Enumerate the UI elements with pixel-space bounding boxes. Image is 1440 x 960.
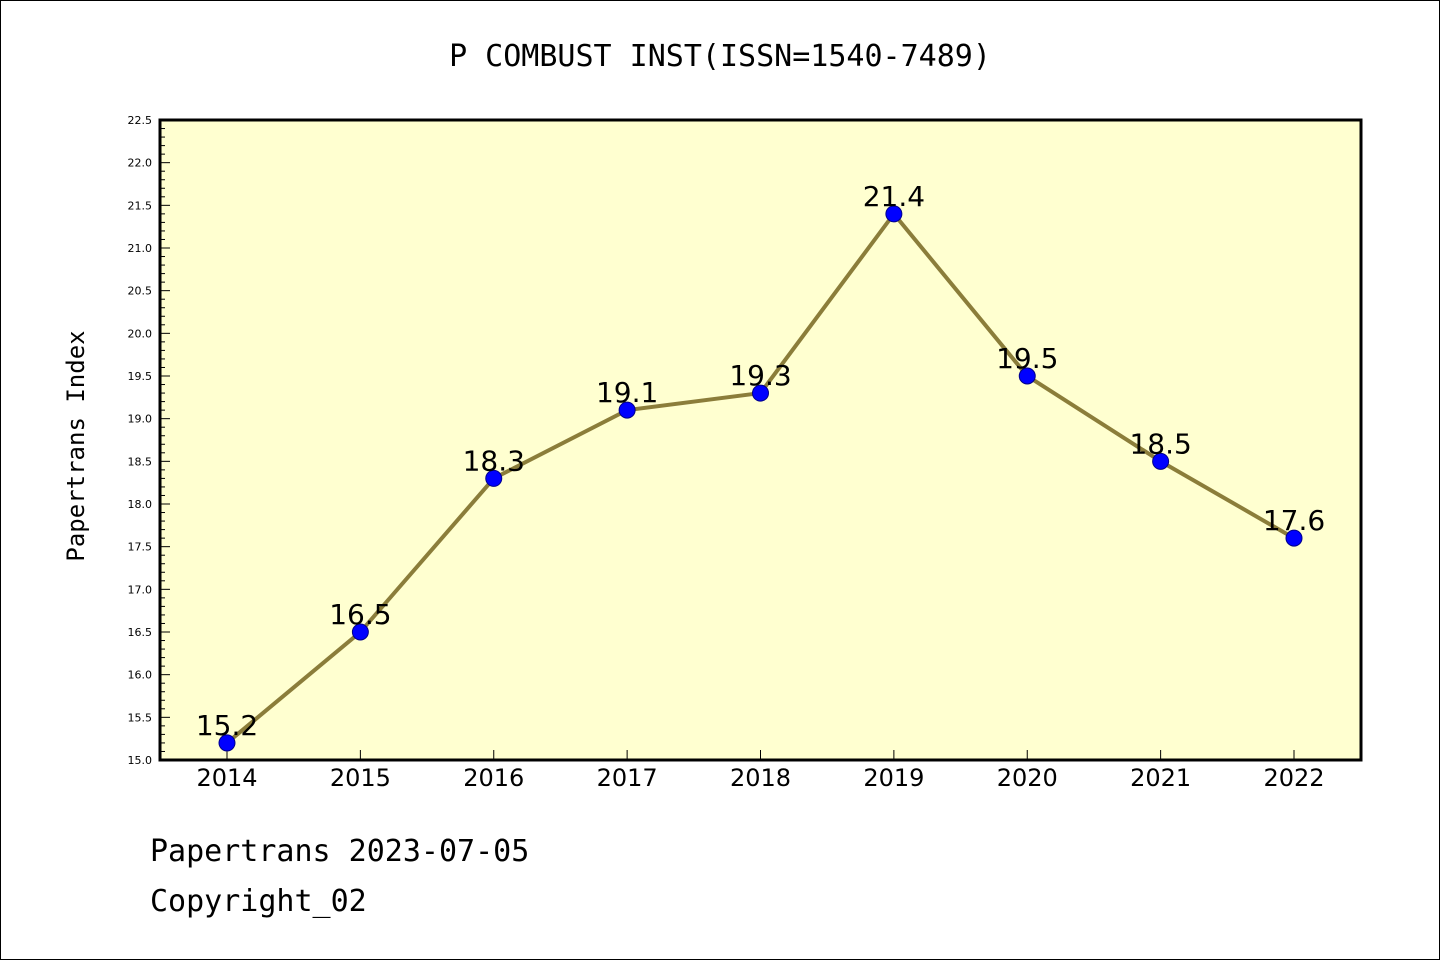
data-point — [1018, 367, 1036, 385]
data-point — [1285, 529, 1303, 547]
data-point — [618, 401, 636, 419]
y-tick-label: 20.5 — [128, 285, 153, 298]
y-axis-label: Papertrans Index — [62, 330, 90, 561]
y-tick-label: 19.5 — [128, 370, 153, 383]
data-label: 19.1 — [596, 376, 658, 409]
data-point — [218, 734, 236, 752]
x-tick-label: 2021 — [1130, 764, 1191, 792]
y-tick-label: 21.5 — [128, 199, 153, 212]
x-tick-label: 2020 — [997, 764, 1058, 792]
x-tick-label: 2019 — [863, 764, 924, 792]
footer-copyright: Copyright_02 — [150, 884, 367, 919]
y-tick-label: 18.5 — [128, 455, 153, 468]
plot-area — [158, 118, 1363, 762]
x-tick-label: 2015 — [330, 764, 391, 792]
data-label: 17.6 — [1263, 504, 1325, 537]
data-point — [351, 623, 369, 641]
data-point — [485, 469, 503, 487]
data-labels: 15.2 16.5 18.3 19.1 19.3 21.4 19.5 18.5 17.6 — [196, 180, 1325, 742]
data-markers — [218, 205, 1303, 752]
data-label: 16.5 — [329, 598, 391, 631]
x-tick-label: 2022 — [1263, 764, 1324, 792]
data-label: 15.2 — [196, 709, 258, 742]
y-tick-label: 19.0 — [128, 413, 153, 426]
x-tick-label: 2014 — [196, 764, 257, 792]
y-tick-label: 17.5 — [128, 541, 153, 554]
y-tick-label: 22.5 — [128, 114, 153, 127]
y-tick-label: 16.0 — [128, 669, 153, 682]
footer-date: Papertrans 2023-07-05 — [150, 834, 530, 869]
data-label: 19.5 — [996, 342, 1058, 375]
data-point — [1152, 452, 1170, 470]
data-point — [885, 205, 903, 223]
data-label: 18.5 — [1129, 427, 1191, 460]
y-tick-label: 18.0 — [128, 498, 153, 511]
x-tick-label: 2018 — [730, 764, 791, 792]
y-tick-label: 15.0 — [128, 754, 153, 767]
x-tick-label: 2016 — [463, 764, 524, 792]
y-tick-label: 22.0 — [128, 157, 153, 170]
y-tick-label: 17.0 — [128, 583, 153, 596]
y-tick-label: 20.0 — [128, 327, 153, 340]
data-label: 19.3 — [729, 359, 791, 392]
x-axis-ticks: 2014 2015 2016 2017 2018 2019 2020 2021 2022 — [196, 750, 1325, 792]
data-point — [752, 384, 769, 402]
y-axis-ticks: 15.0 15.5 16.0 16.5 17.0 17.5 18.0 18.5 19.0 19.5… — [128, 114, 170, 767]
y-tick-label: 16.5 — [128, 626, 153, 639]
y-tick-label: 15.5 — [128, 711, 153, 724]
chart-title: P COMBUST INST(ISSN=1540-7489) — [449, 39, 991, 74]
y-tick-label: 21.0 — [128, 242, 153, 255]
data-label: 18.3 — [463, 444, 525, 477]
x-tick-label: 2017 — [597, 764, 658, 792]
data-label: 21.4 — [863, 180, 925, 213]
